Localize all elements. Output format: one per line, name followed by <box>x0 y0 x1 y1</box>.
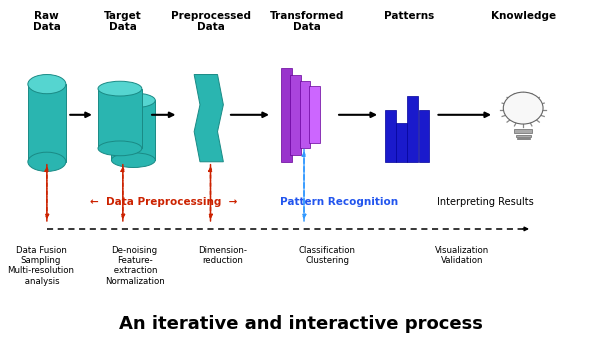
Ellipse shape <box>98 81 142 96</box>
Polygon shape <box>194 74 223 162</box>
Bar <box>300 81 311 148</box>
Bar <box>28 84 66 162</box>
Bar <box>386 110 396 162</box>
Ellipse shape <box>28 74 66 94</box>
Text: Patterns: Patterns <box>384 11 434 21</box>
Text: Transformed
Data: Transformed Data <box>270 11 344 32</box>
Ellipse shape <box>503 92 543 124</box>
Text: Preprocessed
Data: Preprocessed Data <box>170 11 251 32</box>
Text: Raw
Data: Raw Data <box>33 11 61 32</box>
Bar <box>419 110 429 162</box>
Text: Visualization
Validation: Visualization Validation <box>435 246 489 265</box>
Text: Pattern Recognition: Pattern Recognition <box>280 197 398 207</box>
Bar <box>112 100 155 160</box>
Ellipse shape <box>28 152 66 172</box>
Ellipse shape <box>112 153 155 167</box>
Text: Interpreting Results: Interpreting Results <box>437 197 533 207</box>
Bar <box>396 123 407 162</box>
Text: Classification
Clustering: Classification Clustering <box>299 246 356 265</box>
Bar <box>281 68 292 162</box>
Text: Target
Data: Target Data <box>104 11 142 32</box>
Text: An iterative and interactive process: An iterative and interactive process <box>119 315 483 333</box>
Bar <box>517 138 530 139</box>
Text: Dimension-
reduction: Dimension- reduction <box>198 246 247 265</box>
Bar <box>407 96 418 162</box>
Text: Knowledge: Knowledge <box>491 11 556 21</box>
Text: De-noising
Feature-
 extraction
Normalization: De-noising Feature- extraction Normaliza… <box>105 246 165 286</box>
Ellipse shape <box>98 141 142 156</box>
Text: Data Fusion
Sampling
Multi-resolution
 analysis: Data Fusion Sampling Multi-resolution an… <box>8 246 74 286</box>
Bar <box>290 74 301 155</box>
Bar <box>514 129 532 132</box>
Bar <box>516 134 531 136</box>
Bar <box>309 86 320 143</box>
Bar <box>98 89 142 148</box>
Ellipse shape <box>112 93 155 108</box>
Text: ←  Data Preprocessing  →: ← Data Preprocessing → <box>90 197 238 207</box>
